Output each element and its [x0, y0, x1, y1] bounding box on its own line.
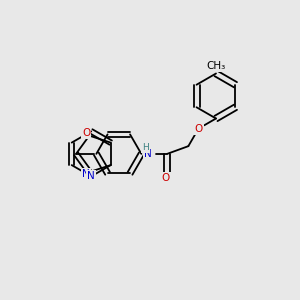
Text: O: O: [162, 173, 170, 183]
Text: N: N: [82, 169, 90, 179]
Text: H: H: [142, 143, 149, 152]
Text: O: O: [194, 124, 202, 134]
Text: CH₃: CH₃: [206, 61, 226, 71]
Text: N: N: [87, 171, 95, 182]
Text: N: N: [144, 149, 152, 159]
Text: O: O: [82, 128, 90, 138]
